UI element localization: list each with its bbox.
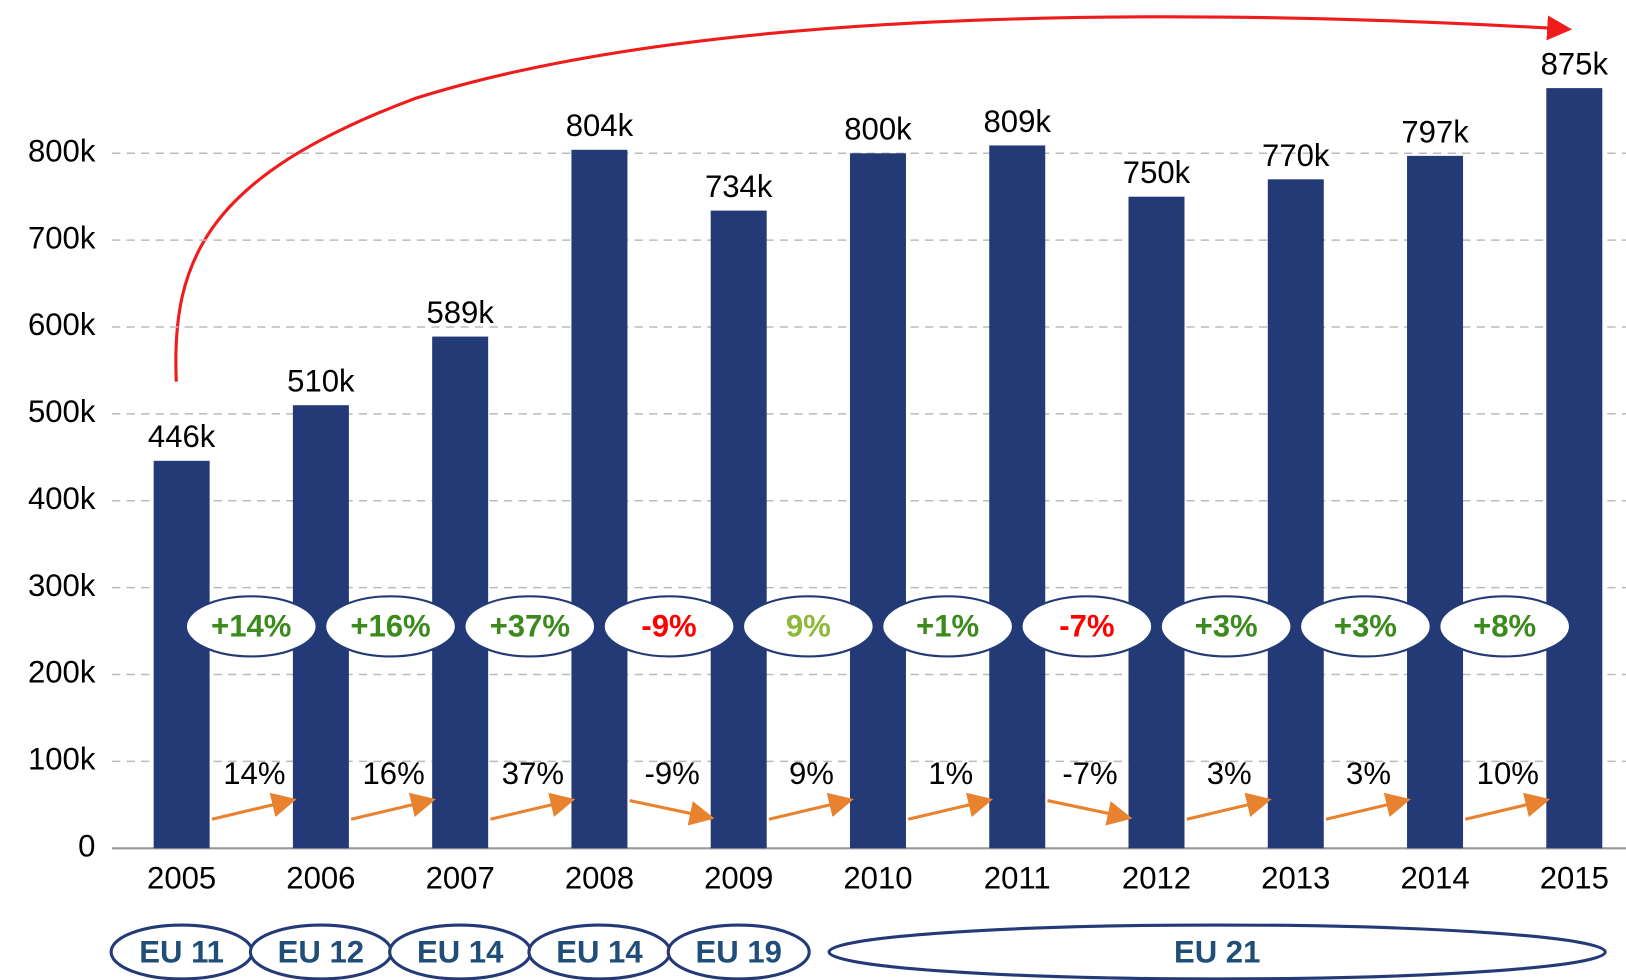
growth-label: +37% bbox=[490, 609, 570, 644]
value-label: 734k bbox=[705, 169, 773, 204]
x-tick-label: 2012 bbox=[1122, 861, 1191, 896]
change-arrow bbox=[629, 799, 715, 826]
growth-label: 9% bbox=[786, 609, 831, 644]
bar bbox=[1407, 155, 1464, 849]
change-arrow bbox=[1186, 792, 1272, 821]
change-label: -7% bbox=[1062, 756, 1117, 791]
bar bbox=[153, 460, 210, 849]
group-label: EU 14 bbox=[417, 934, 504, 969]
growth-bubble bbox=[1020, 595, 1154, 658]
y-tick-label: 800k bbox=[28, 133, 96, 168]
x-tick-label: 2006 bbox=[286, 861, 355, 896]
x-tick-label: 2011 bbox=[984, 861, 1051, 896]
y-tick-label: 600k bbox=[28, 307, 96, 342]
x-tick-label: 2008 bbox=[565, 861, 634, 896]
group-label: EU 11 bbox=[139, 934, 224, 969]
growth-label: +16% bbox=[350, 609, 430, 644]
growth-bubble bbox=[602, 595, 736, 658]
growth-bubble bbox=[1159, 595, 1293, 658]
group-label: EU 19 bbox=[695, 934, 781, 969]
change-arrow bbox=[1047, 799, 1133, 826]
group-label: EU 21 bbox=[1174, 934, 1260, 969]
change-arrow bbox=[490, 792, 576, 821]
x-tick-label: 2007 bbox=[426, 861, 495, 896]
bar bbox=[989, 145, 1046, 849]
x-tick-label: 2013 bbox=[1261, 861, 1330, 896]
change-arrow bbox=[907, 792, 994, 821]
y-tick-label: 400k bbox=[28, 481, 96, 516]
y-tick-label: 700k bbox=[28, 220, 96, 255]
growth-label: +8% bbox=[1473, 609, 1536, 644]
value-label: 809k bbox=[984, 104, 1052, 139]
value-label: 800k bbox=[844, 112, 912, 147]
x-tick-label: 2005 bbox=[147, 861, 216, 896]
x-tick-label: 2009 bbox=[704, 861, 773, 896]
growth-label: +14% bbox=[211, 609, 291, 644]
x-tick-label: 2015 bbox=[1540, 861, 1609, 896]
change-label: -9% bbox=[645, 756, 700, 791]
change-arrow bbox=[1325, 792, 1411, 821]
x-tick-label: 2010 bbox=[843, 861, 912, 896]
bar bbox=[710, 210, 767, 849]
change-label: 3% bbox=[1207, 756, 1252, 791]
growth-bubble bbox=[324, 595, 457, 658]
growth-label: -9% bbox=[641, 609, 696, 644]
change-arrow bbox=[1464, 792, 1551, 821]
change-label: 16% bbox=[363, 756, 425, 791]
change-arrow bbox=[350, 792, 436, 821]
y-tick-label: 200k bbox=[28, 655, 96, 690]
value-label: 804k bbox=[566, 108, 634, 143]
group-bubble bbox=[827, 923, 1607, 980]
growth-bubble bbox=[1299, 595, 1432, 658]
y-tick-label: 500k bbox=[28, 394, 96, 429]
growth-label: +3% bbox=[1334, 609, 1397, 644]
x-tick-label: 2014 bbox=[1400, 861, 1469, 896]
trend-arrow bbox=[174, 15, 1573, 382]
value-label: 589k bbox=[426, 295, 494, 330]
y-tick-label: 0 bbox=[78, 828, 95, 863]
value-label: 750k bbox=[1123, 155, 1191, 190]
growth-bubble bbox=[1438, 595, 1572, 658]
value-label: 875k bbox=[1541, 47, 1609, 82]
value-label: 510k bbox=[287, 364, 355, 399]
group-label: EU 14 bbox=[556, 934, 643, 969]
bar bbox=[432, 336, 489, 849]
group-bubble bbox=[666, 923, 811, 980]
y-tick-label: 100k bbox=[28, 742, 96, 777]
growth-bubble bbox=[184, 595, 318, 658]
value-label: 446k bbox=[148, 419, 216, 454]
y-tick-label: 300k bbox=[28, 568, 96, 603]
growth-label: +3% bbox=[1195, 609, 1258, 644]
change-label: 37% bbox=[502, 756, 564, 791]
bar bbox=[1267, 179, 1324, 849]
change-label: 3% bbox=[1346, 756, 1391, 791]
change-label: 9% bbox=[789, 756, 834, 791]
growth-bubble bbox=[741, 595, 875, 658]
bar bbox=[849, 153, 906, 849]
change-arrow bbox=[768, 792, 854, 821]
growth-label: +1% bbox=[916, 609, 979, 644]
change-label: 14% bbox=[223, 756, 285, 791]
bar bbox=[571, 149, 628, 849]
change-label: 1% bbox=[928, 756, 973, 791]
growth-bubble bbox=[881, 595, 1014, 658]
growth-bubble bbox=[463, 595, 597, 658]
growth-label: -7% bbox=[1059, 609, 1114, 644]
value-label: 770k bbox=[1262, 138, 1330, 173]
bar bbox=[1128, 196, 1185, 849]
value-label: 797k bbox=[1401, 114, 1469, 149]
group-label: EU 12 bbox=[278, 934, 364, 969]
change-label: 10% bbox=[1477, 756, 1539, 791]
change-arrow bbox=[211, 792, 297, 821]
bar bbox=[1546, 88, 1603, 849]
